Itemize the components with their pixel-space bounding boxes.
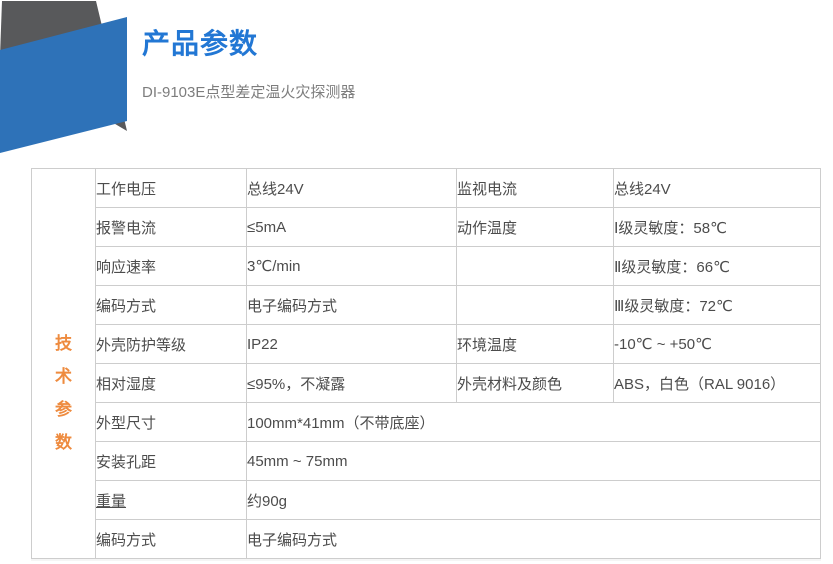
- spec-label-cell: 相对湿度: [95, 363, 247, 403]
- spec-value-cell: -10℃ ~ +50℃: [613, 324, 821, 364]
- side-char: 数: [55, 432, 72, 452]
- weight-label: 重量: [96, 492, 127, 510]
- side-char: 技: [55, 333, 72, 353]
- spec-value-cell: Ⅲ级灵敏度：72℃: [613, 285, 821, 325]
- spec-label-cell: 编码方式: [95, 285, 247, 325]
- page-title: 产品参数: [142, 28, 259, 59]
- spec-label-cell: 重量: [95, 480, 247, 520]
- spec-value-cell: 3℃/min: [246, 246, 457, 286]
- side-label-cell: 技 术 参 数: [31, 168, 96, 559]
- spec-table: 技 术 参 数 工作电压 总线24V 监视电流 总线24V 报警电流 ≤5mA …: [31, 168, 821, 559]
- spec-label-cell: 编码方式: [95, 519, 247, 559]
- spec-label-cell: 响应速率: [95, 246, 247, 286]
- spec-value-cell: ≤95%，不凝露: [246, 363, 457, 403]
- spec-label-cell: 外型尺寸: [95, 402, 247, 442]
- table-row: 报警电流 ≤5mA 动作温度 Ⅰ级灵敏度：58℃: [32, 207, 821, 247]
- spec-label-cell: 动作温度: [456, 207, 614, 247]
- spec-label-cell: 安装孔距: [95, 441, 247, 481]
- spec-value-cell: ≤5mA: [246, 207, 457, 247]
- spec-value-cell: ABS，白色（RAL 9016）: [613, 363, 821, 403]
- spec-value-cell-wide: 45mm ~ 75mm: [246, 441, 821, 481]
- side-char: 术: [55, 366, 72, 386]
- spec-value-cell: 总线24V: [613, 168, 821, 208]
- header: 产品参数 DI-9103E点型差定温火灾探测器: [142, 27, 355, 102]
- table-row: 外型尺寸 100mm*41mm（不带底座）: [32, 402, 821, 442]
- spec-value-cell-wide: 约90g: [246, 480, 821, 520]
- table-row: 外壳防护等级 IP22 环境温度 -10℃ ~ +50℃: [32, 324, 821, 364]
- product-model-subtitle: DI-9103E点型差定温火灾探测器: [142, 84, 356, 101]
- spec-label-cell: 报警电流: [95, 207, 247, 247]
- spec-value-cell: Ⅱ级灵敏度：66℃: [613, 246, 821, 286]
- table-row: 重量 约90g: [32, 480, 821, 520]
- table-row: 响应速率 3℃/min Ⅱ级灵敏度：66℃: [32, 246, 821, 286]
- spec-value-cell-wide: 100mm*41mm（不带底座）: [246, 402, 821, 442]
- spec-value-cell: IP22: [246, 324, 457, 364]
- table-row: 编码方式 电子编码方式: [32, 519, 821, 559]
- spec-value-cell-wide: 电子编码方式: [246, 519, 821, 559]
- spec-value-cell: 总线24V: [246, 168, 457, 208]
- table-row: 安装孔距 45mm ~ 75mm: [32, 441, 821, 481]
- spec-value-cell: 电子编码方式: [246, 285, 457, 325]
- spec-value-cell: Ⅰ级灵敏度：58℃: [613, 207, 821, 247]
- side-label-vertical-text: 技 术 参 数: [33, 269, 95, 459]
- table-row: 技 术 参 数 工作电压 总线24V 监视电流 总线24V: [31, 168, 821, 559]
- spec-label-cell: 工作电压: [95, 168, 247, 208]
- table-row: 相对湿度 ≤95%，不凝露 外壳材料及颜色 ABS，白色（RAL 9016）: [32, 363, 821, 403]
- table-row: 编码方式 电子编码方式 Ⅲ级灵敏度：72℃: [32, 285, 821, 325]
- side-char: 参: [55, 399, 72, 419]
- spec-label-cell-empty: [456, 246, 614, 286]
- logo-blue-shape: [0, 17, 127, 153]
- spec-label-cell: 外壳防护等级: [95, 324, 247, 364]
- spec-label-cell: 监视电流: [456, 168, 614, 208]
- spec-label-cell: 环境温度: [456, 324, 614, 364]
- corner-flag-logo: [0, 1, 127, 153]
- spec-label-cell: 外壳材料及颜色: [456, 363, 614, 403]
- spec-label-cell-empty: [456, 285, 614, 325]
